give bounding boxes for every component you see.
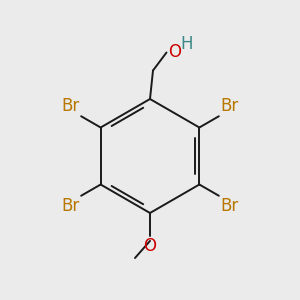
Text: O: O xyxy=(143,237,157,255)
Text: Br: Br xyxy=(220,197,238,215)
Text: Br: Br xyxy=(220,97,238,115)
Text: Br: Br xyxy=(61,197,80,215)
Text: O: O xyxy=(168,43,181,61)
Text: H: H xyxy=(180,35,193,53)
Text: Br: Br xyxy=(61,97,80,115)
